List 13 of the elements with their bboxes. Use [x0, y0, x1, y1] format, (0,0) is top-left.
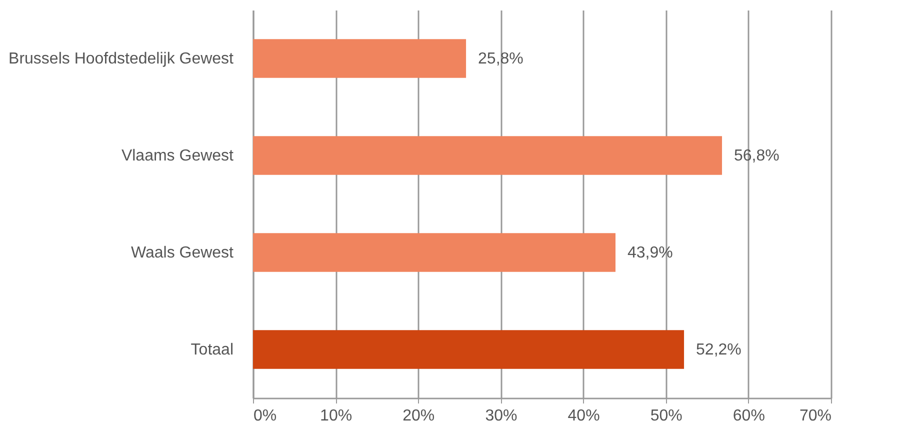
x-tick-label: 30% [485, 408, 518, 424]
x-tick-label: 0% [254, 408, 277, 424]
x-tick-label: 50% [650, 408, 682, 424]
y-tick-label: Brussels Hoofdstedelijk Gewest [8, 50, 234, 68]
data-label: 52,2% [696, 342, 742, 358]
x-tick-label: 20% [402, 408, 435, 424]
y-tick-label: Totaal [190, 342, 234, 358]
x-tick-label: 70% [799, 408, 832, 424]
x-tick-label: 40% [568, 408, 600, 424]
y-tick-label: Vlaams Gewest [121, 148, 234, 164]
y-tick-label: Waals Gewest [130, 244, 234, 262]
x-tick-label: 10% [320, 408, 352, 424]
x-tick-label: 60% [732, 408, 765, 424]
